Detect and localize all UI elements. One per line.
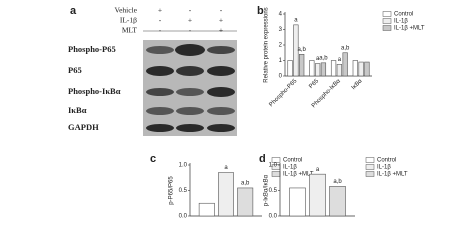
treatment-sign: + (158, 6, 162, 15)
panel-label: c (150, 153, 156, 165)
legend-label: IL-1β (283, 165, 297, 171)
treatment-sign: + (219, 16, 223, 25)
y-tick-label: 3 (279, 27, 283, 33)
bar (330, 60, 337, 77)
blot-row-label: IκBα (68, 105, 87, 115)
y-tick-label: 0.5 (269, 188, 278, 194)
panel-label: a (70, 5, 77, 17)
y-tick-label: 1 (279, 58, 283, 64)
bar (364, 61, 370, 77)
bar (287, 60, 293, 77)
significance-label: a,b (333, 179, 342, 185)
treatment-sign: - (159, 26, 162, 35)
panel-label: b (257, 5, 264, 17)
legend-swatch (382, 25, 392, 31)
legend-label: IL-1β +MLT (394, 26, 425, 32)
y-tick-label: 1.0 (269, 163, 278, 169)
treatment-label: Vehicle (115, 6, 138, 15)
significance-label: a,b (241, 181, 250, 187)
bar (342, 52, 348, 77)
panel-label: d (259, 153, 266, 165)
y-tick-label: 1.0 (179, 163, 188, 169)
bar (358, 61, 364, 77)
bar (352, 60, 358, 77)
significance-label: a,b (341, 45, 350, 51)
legend-swatch (382, 11, 392, 17)
x-tick-label: P65 (308, 78, 320, 90)
treatment-sign: + (188, 16, 192, 25)
significance-label: a,b (319, 55, 328, 61)
legend-swatch (382, 18, 392, 24)
y-tick-label: 0.0 (179, 214, 188, 220)
significance-label: a (316, 56, 320, 62)
x-tick-label: IκBα (351, 78, 364, 91)
y-tick-label: 0 (279, 74, 283, 80)
blot-row-label: Phospho-P65 (68, 44, 116, 54)
legend-label: Control (377, 158, 396, 164)
treatment-sign: - (189, 6, 192, 15)
legend-label: IL-1β (394, 19, 408, 25)
blot-row-label: P65 (68, 65, 82, 75)
legend-label: IL-1β +MLT (377, 172, 408, 178)
legend-swatch (365, 164, 375, 170)
y-axis-label: Relative protein expressions (264, 7, 270, 82)
y-tick-label: 2 (279, 43, 283, 49)
treatment-sign: - (189, 26, 192, 35)
y-tick-label: 0.5 (179, 188, 188, 194)
blot-row-label: GAPDH (68, 122, 99, 132)
significance-label: a (224, 165, 228, 171)
bar (320, 62, 327, 77)
significance-label: a (338, 57, 342, 63)
bar (329, 186, 346, 217)
treatment-label: MLT (122, 26, 138, 35)
figure: a Vehicle + - -IL-1β - + +MLT - - +Phospho-P65P65… (68, 5, 425, 220)
legend-label: IL-1β +MLT (283, 172, 314, 178)
legend-swatch (365, 157, 375, 163)
bar (309, 173, 326, 217)
bar (293, 24, 299, 77)
legend-swatch (271, 157, 281, 163)
bar (315, 63, 321, 77)
treatment-sign: - (159, 16, 162, 25)
significance-label: a (294, 17, 298, 23)
legend-label: Control (394, 12, 413, 18)
blot-row-label: Phospho-IκBα (68, 86, 121, 96)
legend-swatch (365, 171, 375, 177)
bar (299, 53, 305, 77)
y-axis-label: p-P65/P65 (169, 176, 175, 205)
legend-label: IL-1β (377, 165, 391, 171)
bar (218, 172, 234, 217)
significance-label: a,b (298, 47, 307, 53)
legend-label: Control (283, 158, 302, 164)
treatment-label: IL-1β (120, 16, 137, 25)
y-tick-label: 4 (279, 12, 283, 18)
bar (309, 60, 315, 77)
treatment-sign: - (220, 6, 223, 15)
bar (289, 187, 306, 217)
y-tick-label: 0.0 (269, 214, 278, 220)
significance-label: a (316, 167, 320, 173)
legend-swatch (271, 171, 281, 177)
y-axis-label: p-IκBα/IκBα (264, 174, 270, 206)
bar (237, 187, 254, 217)
treatment-sign: + (219, 26, 223, 35)
x-tick-label: Phospho-P65 (268, 78, 298, 108)
bar (336, 64, 342, 77)
blot-bands (146, 44, 235, 132)
bar (198, 202, 215, 217)
